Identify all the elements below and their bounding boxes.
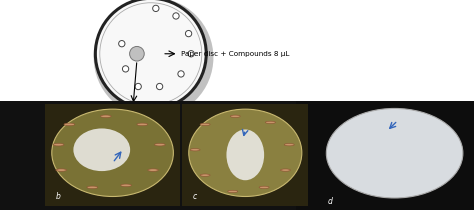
Circle shape [153, 5, 159, 12]
Bar [182, 104, 308, 206]
Circle shape [200, 174, 210, 176]
Ellipse shape [94, 0, 213, 117]
Circle shape [155, 143, 165, 146]
Bar [45, 104, 180, 206]
Circle shape [230, 115, 240, 117]
Text: a: a [104, 103, 109, 112]
FancyBboxPatch shape [296, 96, 474, 210]
Text: Paper disc + Compounds 8 µL: Paper disc + Compounds 8 µL [181, 51, 290, 57]
Circle shape [137, 123, 148, 126]
Ellipse shape [73, 129, 130, 171]
Circle shape [148, 169, 158, 171]
Circle shape [281, 169, 291, 171]
Text: d: d [328, 197, 333, 206]
Circle shape [53, 143, 64, 146]
Circle shape [118, 41, 125, 47]
Circle shape [185, 30, 191, 37]
Text: b: b [56, 192, 61, 201]
Circle shape [100, 115, 111, 118]
Ellipse shape [52, 109, 173, 197]
Circle shape [156, 83, 163, 90]
Circle shape [95, 0, 206, 109]
Ellipse shape [326, 108, 463, 198]
Text: c: c [192, 192, 197, 201]
Circle shape [265, 121, 275, 123]
Circle shape [121, 184, 131, 186]
Circle shape [178, 71, 184, 77]
Circle shape [122, 66, 129, 72]
Circle shape [228, 190, 238, 193]
Text: Pythium disc (5 mm): Pythium disc (5 mm) [92, 110, 167, 116]
Circle shape [87, 186, 98, 189]
Circle shape [190, 149, 200, 151]
Ellipse shape [189, 109, 302, 197]
Circle shape [129, 46, 144, 61]
Circle shape [135, 83, 141, 90]
Circle shape [259, 186, 269, 189]
Circle shape [200, 123, 210, 126]
Circle shape [64, 123, 75, 126]
Circle shape [56, 169, 67, 171]
Circle shape [188, 51, 194, 57]
Circle shape [173, 13, 179, 19]
Circle shape [284, 144, 294, 146]
Ellipse shape [227, 129, 264, 180]
